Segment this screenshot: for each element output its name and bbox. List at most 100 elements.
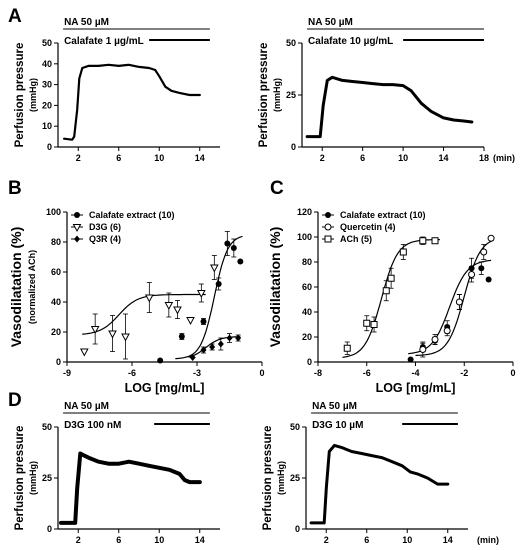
data-point (324, 235, 332, 243)
chart-panel-a-right: 2 6 10 14 18 0 25 50 Perfusion pressure (mmHg) (mi… (258, 17, 515, 163)
condition-label: D3G 100 nM (64, 420, 121, 431)
y-tick-label: 50 (290, 422, 300, 432)
y-tick-label: 0 (56, 357, 61, 367)
data-point (224, 240, 231, 247)
y-axis-label: Vasodilatation (%) (267, 227, 283, 348)
x-tick-label: 0 (259, 368, 264, 378)
data-point (200, 346, 207, 354)
data-point (74, 235, 80, 243)
data-point (79, 348, 89, 357)
x-tick-label: 10 (402, 535, 412, 545)
panel-label-a: A (8, 6, 22, 27)
condition-label: NA 50 µM (64, 401, 109, 412)
y-axis-unit: (mmHg) (272, 78, 282, 112)
legend-label: D3G (6) (89, 222, 121, 232)
x-tick-label: 14 (195, 153, 205, 163)
y-tick-label: 25 (290, 473, 300, 483)
y-tick-label: 25 (42, 473, 52, 483)
y-tick-label: 10 (42, 121, 52, 131)
series-1 (79, 255, 219, 360)
condition-label: D3G 10 µM (312, 420, 363, 431)
x-tick-label: -3 (193, 368, 201, 378)
y-tick-label: 0 (47, 142, 52, 152)
data-point (90, 326, 100, 335)
condition-label: Calafate 10 µg/mL (308, 36, 393, 47)
y-axis-unit: (mmHg) (28, 78, 38, 112)
y-axis-unit: (mmHg) (276, 461, 286, 495)
y-tick-label: 40 (302, 307, 312, 317)
x-tick-label: -4 (411, 368, 419, 378)
panel-label-b: B (8, 178, 22, 199)
y-tick-label: 80 (51, 237, 61, 247)
data-point (419, 237, 427, 245)
y-tick-label: 60 (51, 267, 61, 277)
x-tick-label: 10 (398, 153, 408, 163)
pressure-trace (305, 75, 474, 139)
fit-curve (175, 235, 243, 360)
data-point (431, 237, 439, 245)
y-tick-label: 120 (297, 207, 312, 217)
series-1 (415, 234, 495, 358)
x-tick-label: -9 (63, 368, 71, 378)
series-2 (342, 236, 440, 358)
pressure-trace (309, 443, 450, 525)
condition-label: NA 50 µM (64, 17, 109, 28)
x-axis-unit: (min) (477, 535, 499, 545)
data-point (382, 287, 390, 295)
data-point (431, 336, 439, 343)
x-tick-label: 2 (76, 535, 81, 545)
condition-label: Calafate 1 µg/mL (64, 36, 144, 47)
data-point (157, 357, 164, 364)
y-tick-label: 40 (42, 59, 52, 69)
legend-label: ACh (5) (340, 234, 372, 244)
y-axis-label: Perfusion pressure (262, 426, 274, 531)
x-tick-label: -6 (128, 368, 136, 378)
y-tick-label: 50 (42, 422, 52, 432)
fit-curve (342, 239, 440, 358)
panel-label-c: C (270, 178, 284, 199)
series-0 (157, 231, 244, 364)
y-tick-label: 0 (291, 142, 296, 152)
fit-curve (415, 239, 494, 357)
data-point (235, 334, 242, 342)
x-tick-label: 10 (154, 153, 164, 163)
data-point (121, 333, 130, 342)
condition-label: NA 50 µM (308, 17, 353, 28)
chart-panel-b: -9 -6 -3 0 0 20 40 60 80 100 Vasodilatation (%) (no… (8, 207, 265, 395)
pressure-trace (62, 63, 201, 141)
data-point (108, 330, 117, 339)
x-tick-label: 18 (479, 153, 489, 163)
legend-label: Calafate extract (10) (89, 210, 175, 220)
data-point (200, 318, 207, 325)
y-axis-sublabel: (normalized ACh) (27, 250, 37, 324)
x-tick-label: 14 (195, 535, 205, 545)
data-point (209, 264, 219, 273)
y-axis-label: Vasodilatation (%) (8, 227, 24, 348)
chart-panel-d-left: 2 6 10 14 0 25 50 Perfusion pressure (mmHg) NA 50… (14, 401, 220, 545)
y-tick-label: 30 (42, 80, 52, 90)
data-point (324, 223, 332, 231)
data-point (196, 290, 206, 299)
x-axis-unit: (min) (493, 153, 515, 163)
chart-panel-d-right: 2 6 10 14 0 25 50 Perfusion pressure (mmHg) (min)… (262, 401, 499, 545)
y-tick-label: 40 (51, 297, 61, 307)
data-point (72, 224, 82, 233)
y-tick-label: 50 (42, 38, 52, 48)
data-point (370, 321, 378, 328)
data-point (74, 212, 80, 218)
legend-label: Calafate extract (10) (340, 210, 426, 220)
data-point (478, 265, 485, 272)
data-point (144, 294, 154, 303)
pressure-trace (59, 451, 202, 525)
y-tick-label: 20 (302, 332, 312, 342)
y-axis-label: Perfusion pressure (14, 426, 26, 531)
data-point (237, 258, 244, 265)
y-tick-label: 0 (47, 524, 52, 534)
x-tick-label: 6 (116, 153, 121, 163)
legend-label: Q3R (4) (89, 234, 121, 244)
x-tick-label: 14 (443, 535, 453, 545)
series-2 (188, 333, 242, 361)
data-point (480, 248, 488, 256)
legend-label: Quercetin (4) (340, 222, 396, 232)
x-tick-label: 2 (324, 535, 329, 545)
